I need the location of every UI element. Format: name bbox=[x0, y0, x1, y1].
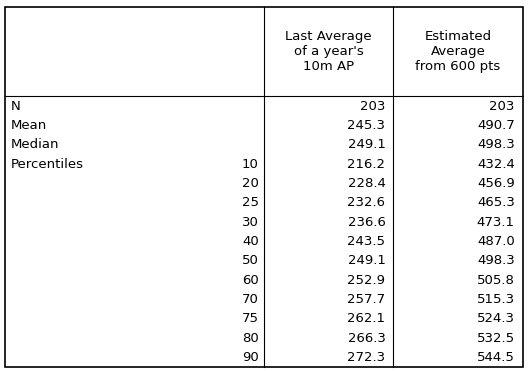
Text: 50: 50 bbox=[242, 255, 259, 267]
Text: 515.3: 515.3 bbox=[477, 293, 515, 306]
Text: 232.6: 232.6 bbox=[347, 196, 385, 209]
Text: Median: Median bbox=[11, 138, 59, 151]
Text: 60: 60 bbox=[242, 274, 259, 287]
Text: 465.3: 465.3 bbox=[477, 196, 515, 209]
Text: 252.9: 252.9 bbox=[347, 274, 385, 287]
Text: 80: 80 bbox=[242, 332, 259, 345]
Text: 216.2: 216.2 bbox=[347, 158, 385, 171]
Text: 203: 203 bbox=[489, 100, 515, 113]
Text: 498.3: 498.3 bbox=[477, 255, 515, 267]
Text: Mean: Mean bbox=[11, 119, 47, 132]
Text: 70: 70 bbox=[242, 293, 259, 306]
Text: 10: 10 bbox=[242, 158, 259, 171]
Text: 236.6: 236.6 bbox=[347, 216, 385, 229]
Text: 487.0: 487.0 bbox=[477, 235, 515, 248]
Text: 490.7: 490.7 bbox=[477, 119, 515, 132]
Text: 266.3: 266.3 bbox=[347, 332, 385, 345]
Text: 40: 40 bbox=[242, 235, 259, 248]
Text: 262.1: 262.1 bbox=[347, 312, 385, 325]
Text: Estimated
Average
from 600 pts: Estimated Average from 600 pts bbox=[416, 30, 501, 73]
Text: 245.3: 245.3 bbox=[347, 119, 385, 132]
Text: 532.5: 532.5 bbox=[477, 332, 515, 345]
Text: 203: 203 bbox=[360, 100, 385, 113]
Text: 473.1: 473.1 bbox=[477, 216, 515, 229]
Text: Last Average
of a year's
10m AP: Last Average of a year's 10m AP bbox=[285, 30, 372, 73]
Text: 544.5: 544.5 bbox=[477, 351, 515, 364]
Text: 524.3: 524.3 bbox=[477, 312, 515, 325]
Text: Percentiles: Percentiles bbox=[11, 158, 83, 171]
Text: 30: 30 bbox=[242, 216, 259, 229]
Text: 243.5: 243.5 bbox=[347, 235, 385, 248]
Text: 25: 25 bbox=[242, 196, 259, 209]
Text: 498.3: 498.3 bbox=[477, 138, 515, 151]
Text: 90: 90 bbox=[242, 351, 259, 364]
Text: N: N bbox=[11, 100, 20, 113]
Text: 505.8: 505.8 bbox=[477, 274, 515, 287]
Text: 272.3: 272.3 bbox=[347, 351, 385, 364]
Text: 249.1: 249.1 bbox=[347, 255, 385, 267]
Text: 20: 20 bbox=[242, 177, 259, 190]
Text: 249.1: 249.1 bbox=[347, 138, 385, 151]
Text: 75: 75 bbox=[242, 312, 259, 325]
Text: 228.4: 228.4 bbox=[347, 177, 385, 190]
Text: 432.4: 432.4 bbox=[477, 158, 515, 171]
Text: 257.7: 257.7 bbox=[347, 293, 385, 306]
Text: 456.9: 456.9 bbox=[477, 177, 515, 190]
